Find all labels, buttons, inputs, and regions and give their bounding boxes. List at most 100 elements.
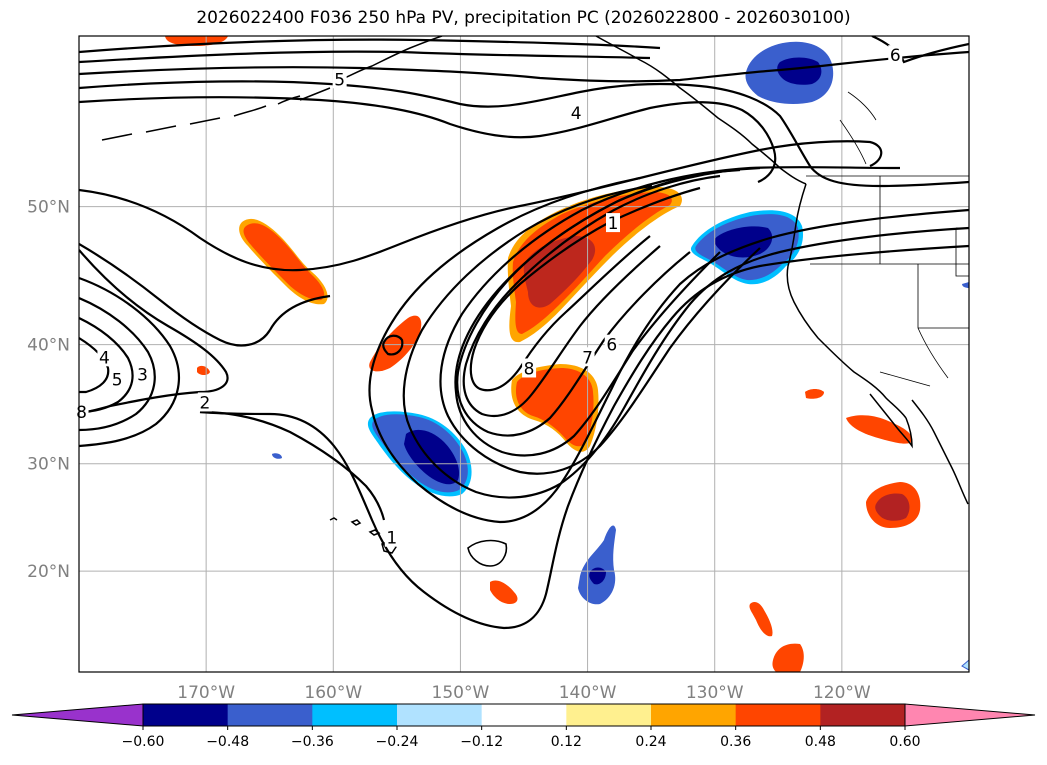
pv-contour [79, 337, 110, 394]
contour-label-bg [97, 347, 112, 367]
precip-negative-area [578, 525, 616, 605]
precip-positive-area [197, 365, 210, 375]
colorbar-segment [143, 704, 229, 726]
colorbar-segment [651, 704, 737, 726]
contour-label-bg [604, 334, 619, 354]
pv-contour-layer [79, 36, 969, 630]
contour-label-bg [332, 69, 347, 89]
contour-label-bg [197, 392, 212, 412]
lat-tick-label: 50°N [27, 198, 70, 218]
contour-label: 6 [890, 46, 901, 66]
contour-label-bg [569, 102, 584, 122]
contour-label: 1 [608, 214, 619, 234]
precip-positive-core [243, 223, 325, 301]
colorbar-tick-label: 0.60 [889, 734, 920, 750]
contour-label: 6 [606, 336, 617, 356]
lat-tick-label: 20°N [27, 562, 70, 582]
colorbar-outline [142, 703, 906, 727]
precip-negative-area [961, 659, 969, 671]
pv-contour [79, 296, 156, 432]
colorbar-extend-min [11, 703, 144, 727]
coastline [911, 399, 969, 505]
contour-label: 1 [386, 529, 397, 549]
pv-contour [79, 140, 883, 272]
border-layer [806, 91, 969, 387]
precip-positive-area [772, 643, 804, 672]
pv-contour [382, 334, 404, 356]
pv-contour [439, 166, 901, 475]
pv-contour [79, 38, 661, 54]
contour-label: 4 [571, 104, 582, 124]
precip-negative-core [777, 57, 822, 85]
colorbar-tick-label: −0.12 [460, 734, 503, 750]
chart-title: 2026022400 F036 250 hPa PV, precipitatio… [196, 8, 851, 28]
colorbar-extend-max [904, 703, 1036, 727]
colorbar-segment [481, 704, 567, 726]
coastline [101, 95, 301, 141]
colorbar-tick-label: −0.48 [206, 734, 249, 750]
contour-label-bg [580, 347, 595, 367]
pv-contour [79, 276, 180, 448]
contour-label: 5 [334, 70, 345, 90]
lon-tick-label: 140°W [559, 683, 617, 703]
pv-contour [79, 80, 969, 188]
longitude-labels: 170°W 160°W 150°W 140°W 130°W 120°W [177, 683, 871, 703]
precip-positive-area [846, 415, 913, 444]
pv-contour [79, 243, 331, 347]
map-gridlines [79, 36, 969, 672]
pv-contour [79, 96, 777, 184]
precip-positive-max [523, 236, 596, 308]
lon-tick-label: 150°W [432, 683, 490, 703]
contour-label-bg [384, 527, 399, 547]
contour-label: 4 [99, 348, 110, 368]
precip-negative-area [962, 282, 969, 288]
precip-positive-max [875, 493, 910, 521]
colorbar-tick-label: 0.24 [635, 734, 666, 750]
contour-label: 2 [199, 393, 210, 413]
coastline [329, 517, 397, 554]
pv-contour [871, 36, 969, 64]
colorbar-segment [735, 704, 821, 726]
lon-tick-label: 130°W [686, 683, 744, 703]
lon-tick-label: 120°W [813, 683, 871, 703]
precip-negative-area [272, 453, 282, 459]
pv-contour [79, 50, 969, 83]
colorbar-segment [397, 704, 483, 726]
colorbar: −0.60 −0.48 −0.36 −0.24 −0.12 0.12 0.24 0.36 0.4… [11, 703, 1036, 750]
contour-label: 3 [137, 366, 148, 386]
colorbar-segment [227, 704, 313, 726]
pv-contour [469, 186, 701, 392]
contour-label: 8 [76, 403, 87, 423]
contour-label-bg [888, 45, 903, 65]
contour-label-bg [606, 213, 620, 233]
contour-label-bg [110, 369, 125, 389]
coastline [869, 393, 913, 449]
contour-label-bg [74, 401, 89, 421]
precip-positive-area [749, 602, 773, 637]
pv-contour [199, 244, 969, 630]
latitude-labels: 50°N 40°N 30°N 20°N [27, 198, 70, 583]
colorbar-segment [312, 704, 398, 726]
colorbar-tick-label: 0.48 [805, 734, 836, 750]
pv-contour [79, 317, 134, 414]
precip-positive-area [805, 389, 824, 399]
lon-tick-label: 160°W [304, 683, 362, 703]
pv-contour [79, 50, 651, 64]
lon-tick-label: 170°W [177, 683, 235, 703]
colorbar-tick-label: −0.60 [122, 734, 165, 750]
colorbar-tick-label: 0.12 [551, 734, 582, 750]
colorbar-segment [566, 704, 652, 726]
contour-label: 7 [582, 348, 593, 368]
precip-positive-area [490, 580, 518, 604]
pv-contour [462, 174, 721, 418]
contour-label-bg [522, 358, 537, 378]
lat-tick-label: 40°N [27, 336, 70, 356]
contour-label-bg [135, 364, 150, 384]
map-frame [78, 35, 970, 673]
colorbar-segment [820, 704, 906, 726]
lat-tick-label: 30°N [27, 455, 70, 475]
precip-positive-core [515, 368, 594, 447]
pv-contour [402, 184, 969, 499]
colorbar-tick-label: −0.24 [376, 734, 419, 750]
